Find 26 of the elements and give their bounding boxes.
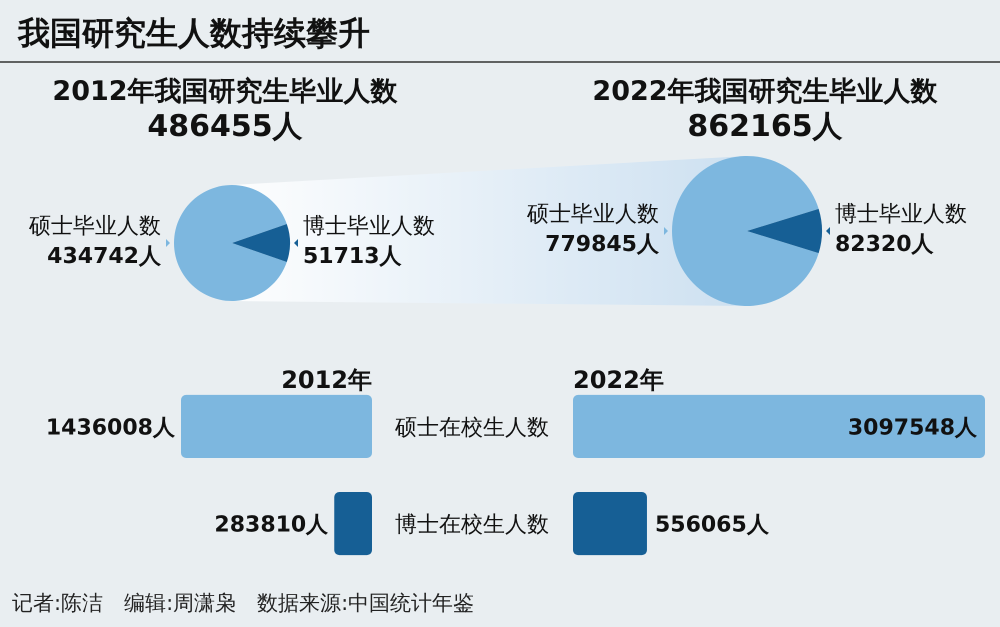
pie-slice xyxy=(747,208,822,254)
data-label: 283810人 xyxy=(214,512,330,538)
data-label: 556065人 xyxy=(654,512,770,538)
y-tick-label: 硕士在校生人数 xyxy=(394,415,549,440)
data-label: 779845人 xyxy=(545,232,660,257)
text: 我国研究生人数持续攀升 xyxy=(17,14,370,52)
chart-subtitle: 486455人 xyxy=(147,109,304,144)
pie-slice xyxy=(174,185,287,301)
chart-title: 2012年 xyxy=(281,366,372,394)
chart-title: 2022年我国研究生毕业人数 xyxy=(592,76,939,107)
slice-label: 硕士毕业人数 xyxy=(28,214,161,239)
data-label: 3097548人 xyxy=(848,415,978,440)
y-tick-label: 博士在校生人数 xyxy=(395,512,549,538)
chart-title: 2022年 xyxy=(573,366,664,394)
chart-title: 2012年我国研究生毕业人数 xyxy=(52,76,399,107)
pie-slice xyxy=(672,156,819,306)
data-label: 1436008人 xyxy=(46,415,176,440)
text: 记者:陈洁 编辑:周潇枭 数据来源:中国统计年鉴 xyxy=(12,591,474,615)
data-label: 82320人 xyxy=(835,232,935,257)
pie-slice xyxy=(232,224,290,262)
slice-label: 博士毕业人数 xyxy=(303,214,435,239)
data-label: 434742人 xyxy=(47,244,162,269)
slice-label: 博士毕业人数 xyxy=(835,202,967,227)
slice-label: 硕士毕业人数 xyxy=(526,202,659,227)
data-label: 51713人 xyxy=(303,244,403,269)
chart-subtitle: 862165人 xyxy=(687,109,844,144)
